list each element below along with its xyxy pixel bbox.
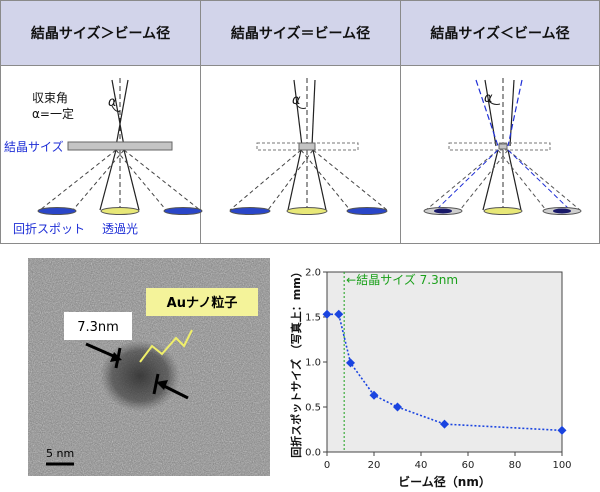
data-point (369, 390, 379, 400)
data-point (346, 358, 355, 368)
particle-pointer (139, 329, 193, 363)
data-point (557, 425, 567, 435)
x-tick-label: 40 (415, 460, 428, 471)
data-point (393, 402, 402, 412)
spot-size-chart: 0 20 40 60 80 100 0.0 0.5 1.0 1.5 2.0 ←結晶サイズ 7.3nm… (290, 266, 572, 489)
x-tick-label: 0 (324, 460, 330, 471)
x-tick-label: 100 (552, 460, 571, 471)
crystal-plate (298, 142, 316, 151)
x-tick-label: 20 (368, 460, 381, 471)
y-tick-label: 1.5 (305, 313, 321, 324)
diffraction-spot-label: 回折スポット (13, 221, 85, 236)
micrograph-image: 7.3nm Auナノ粒子 5 nm (28, 258, 270, 476)
gold-nanoparticle (100, 340, 180, 412)
size-label: 7.3nm (77, 320, 119, 335)
y-axis-title: 回折スポットサイズ （写真上：mm） (290, 266, 303, 457)
x-tick-label: 60 (462, 460, 475, 471)
crystal-size-annotation: ←結晶サイズ 7.3nm (346, 272, 458, 287)
y-tick-label: 2.0 (305, 268, 321, 279)
data-point (334, 309, 344, 319)
particle-label: Auナノ粒子 (167, 295, 238, 311)
comparison-table: 結晶サイズ＞ビーム径 結晶サイズ＝ビーム径 結晶サイズ＜ビーム径 α 収束角 α… (0, 0, 600, 244)
diagram-larger: α 収束角 α=一定 結晶サイズ 回折スポット 透過光 (4, 78, 203, 236)
alpha-constant-label: α=一定 (32, 106, 74, 121)
y-tick-label: 0.5 (305, 403, 321, 414)
convergence-angle-label: 収束角 (32, 91, 68, 105)
crystal-plate (67, 141, 173, 151)
diagram-equal: α (229, 78, 388, 215)
x-axis-title: ビーム径（nm） (398, 474, 491, 489)
column-header-equal: 結晶サイズ＝ビーム径 (200, 0, 401, 66)
alpha-symbol: α (292, 93, 301, 108)
crystal-plate (498, 143, 508, 150)
column-header-larger: 結晶サイズ＞ビーム径 (0, 0, 201, 66)
transmitted-light-label: 透過光 (102, 222, 138, 236)
alpha-symbol: α (484, 91, 493, 106)
column-header-smaller: 結晶サイズ＜ビーム径 (400, 0, 600, 66)
tem-micrograph: 7.3nm Auナノ粒子 5 nm (28, 258, 270, 476)
crystal-plate-outline (448, 142, 551, 151)
scale-bar-label: 5 nm (46, 447, 74, 460)
y-tick-label: 0.0 (305, 448, 321, 459)
y-tick-label: 1.0 (305, 358, 321, 369)
data-point (440, 419, 449, 429)
alpha-symbol: α (108, 95, 117, 110)
x-tick-label: 80 (509, 460, 522, 471)
crystal-size-label: 結晶サイズ (4, 139, 64, 154)
diagram-cell-larger (0, 65, 201, 244)
diagram-smaller: α (423, 78, 582, 215)
beam-diagrams: α 収束角 α=一定 結晶サイズ 回折スポット 透過光 α (4, 78, 582, 236)
data-point (322, 309, 332, 319)
